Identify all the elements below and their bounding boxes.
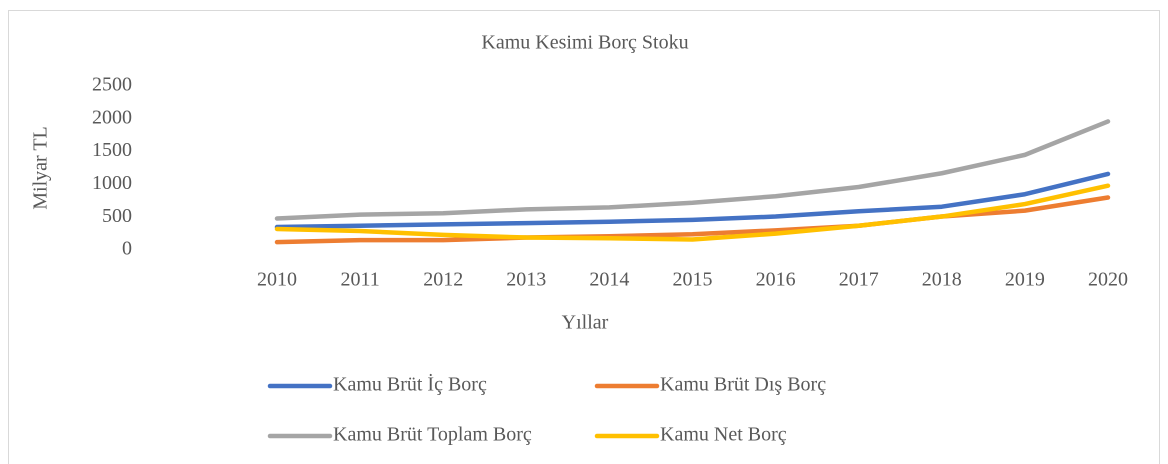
x-tick-label: 2019 xyxy=(1005,269,1045,291)
series-line xyxy=(274,183,1111,242)
x-tick-label: 2016 xyxy=(756,269,796,291)
x-tick-label: 2012 xyxy=(423,269,463,291)
x-tick-label: 2014 xyxy=(589,269,629,291)
x-tick-label: 2010 xyxy=(257,269,297,291)
y-axis-title: Milyar TL xyxy=(30,126,52,210)
legend-label: Kamu Brüt Dış Borç xyxy=(660,374,826,396)
y-tick-label: 2000 xyxy=(92,106,132,128)
legend-label: Kamu Brüt İç Borç xyxy=(333,373,487,396)
x-tick-label: 2020 xyxy=(1088,269,1128,291)
x-tick-label: 2015 xyxy=(673,269,713,291)
chart-title: Kamu Kesimi Borç Stoku xyxy=(481,32,688,54)
y-tick-label: 1500 xyxy=(92,139,132,161)
x-tick-label: 2011 xyxy=(340,269,379,291)
y-tick-label: 1000 xyxy=(92,172,132,194)
y-tick-label: 2500 xyxy=(92,74,132,96)
series-line xyxy=(274,119,1111,221)
y-tick-label: 0 xyxy=(122,238,132,260)
legend-label: Kamu Brüt Toplam Borç xyxy=(333,424,532,446)
legend-label: Kamu Net Borç xyxy=(660,424,787,446)
series-line xyxy=(274,171,1111,230)
x-axis-title: Yıllar xyxy=(562,312,609,334)
x-tick-label: 2013 xyxy=(506,269,546,291)
x-tick-label: 2017 xyxy=(839,269,879,291)
y-tick-label: 500 xyxy=(102,205,132,227)
x-tick-label: 2018 xyxy=(922,269,962,291)
